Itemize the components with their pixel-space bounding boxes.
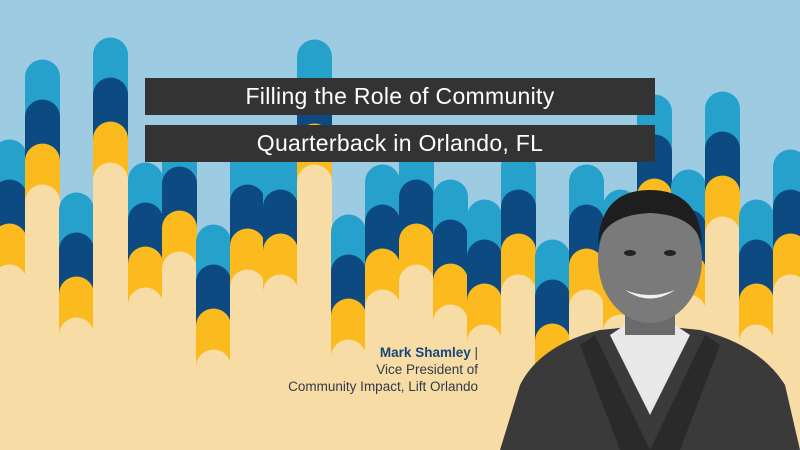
title-line-2: Quarterback in Orlando, FL xyxy=(145,125,655,162)
wave-bar-segment xyxy=(128,287,163,450)
wave-bar-segment xyxy=(331,339,366,450)
speaker-name: Mark Shamley xyxy=(379,345,471,360)
wave-bar-segment xyxy=(59,317,94,450)
speaker-role-line-2: Community Impact, Lift Orlando xyxy=(288,379,478,394)
speaker-photo xyxy=(500,190,800,450)
wave-bar-segment xyxy=(0,264,27,450)
wave-bar-segment xyxy=(25,184,60,450)
speaker-role-line-1: Vice President of xyxy=(376,362,478,377)
wave-bar-segment xyxy=(196,349,231,450)
wave-bar-segment xyxy=(467,324,502,450)
wave-bar-segment xyxy=(433,304,468,450)
wave-bar-segment xyxy=(399,264,434,450)
separator: | xyxy=(474,345,478,360)
wave-bar-segment xyxy=(365,289,400,450)
wave-bar-segment xyxy=(230,269,265,450)
wave-bar-segment xyxy=(263,274,298,450)
wave-bar-segment xyxy=(297,164,332,450)
speaker-caption: Mark Shamley | Vice President of Communi… xyxy=(288,344,478,395)
wave-bar-segment xyxy=(93,162,128,450)
title-line-1: Filling the Role of Community xyxy=(145,78,655,115)
wave-bar-segment xyxy=(162,251,197,450)
